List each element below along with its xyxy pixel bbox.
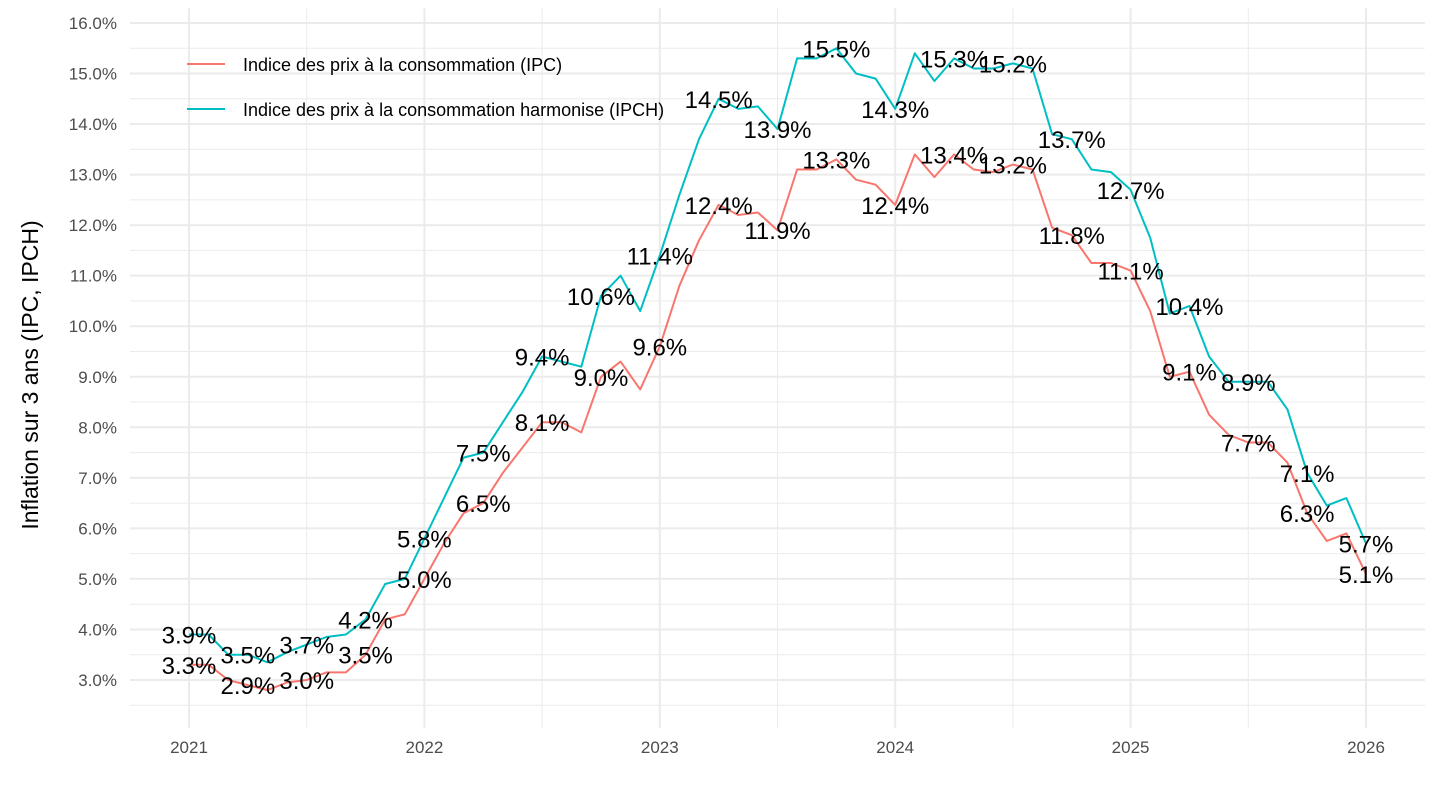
gridlines: [130, 8, 1425, 728]
ipc-data-label: 6.5%: [456, 491, 511, 518]
y-axis-ticks: 3.0% 4.0% 5.0% 6.0% 7.0% 8.0% 9.0% 10.0% 11.0% 12…: [69, 14, 117, 690]
y-tick-label: 12.0%: [69, 216, 117, 235]
ipch-data-label: 8.9%: [1221, 370, 1276, 397]
ipc-data-label: 11.1%: [1097, 259, 1163, 286]
ipch-data-label: 7.5%: [456, 441, 511, 468]
y-tick-label: 15.0%: [69, 65, 117, 84]
y-tick-label: 16.0%: [69, 14, 117, 33]
legend-label-ipc: Indice des prix à la consommation (IPC): [243, 55, 562, 75]
ipc-data-label: 7.7%: [1221, 430, 1276, 457]
x-tick-label: 2023: [641, 738, 679, 757]
ipc-line: [189, 153, 1367, 692]
y-tick-label: 11.0%: [70, 267, 117, 286]
ipch-data-label: 5.8%: [397, 526, 452, 553]
y-tick-label: 7.0%: [78, 469, 117, 488]
ipc-data-label: 13.4%: [920, 142, 988, 169]
ipc-data-label: 13.3%: [802, 147, 870, 174]
ipch-data-label: 13.9%: [743, 117, 811, 144]
ipch-data-label: 10.6%: [567, 284, 635, 311]
ipch-data-label: 3.9%: [162, 623, 217, 650]
x-tick-label: 2024: [876, 738, 914, 757]
y-tick-label: 13.0%: [69, 166, 117, 185]
y-tick-label: 6.0%: [78, 519, 117, 538]
y-tick-label: 8.0%: [78, 418, 117, 437]
ipc-data-label: 2.9%: [220, 673, 275, 700]
ipch-data-label: 3.5%: [220, 643, 275, 670]
ipch-data-label: 15.2%: [979, 51, 1047, 78]
ipc-data-label: 3.0%: [279, 668, 334, 695]
ipch-data-label: 14.5%: [685, 87, 753, 114]
ipc-data-label: 11.8%: [1039, 223, 1105, 250]
y-tick-label: 9.0%: [78, 368, 117, 387]
ipc-data-label: 13.2%: [979, 152, 1047, 179]
ipc-data-label: 5.0%: [397, 567, 452, 594]
ipch-data-label: 5.7%: [1339, 532, 1394, 559]
ipch-line: [189, 47, 1367, 664]
ipch-data-label: 3.7%: [279, 633, 334, 660]
ipch-data-label: 7.1%: [1280, 461, 1335, 488]
x-tick-label: 2026: [1347, 738, 1385, 757]
x-axis-ticks: 2021 2022 2023 2024 2025 2026: [170, 738, 1385, 757]
ipc-data-label: 9.1%: [1162, 360, 1217, 387]
ipch-data-label: 14.3%: [861, 97, 929, 124]
ipch-data-label: 10.4%: [1155, 294, 1223, 321]
ipch-data-label: 11.4%: [627, 243, 693, 270]
y-tick-label: 5.0%: [78, 570, 117, 589]
ipch-data-label: 12.7%: [1097, 178, 1165, 205]
y-axis-title: Inflation sur 3 ans (IPC, IPCH): [17, 220, 43, 529]
data-labels: 3.3%2.9% 3.0%3.5% 5.0% 6.5% 8.1%9.0%9.6% 12.4…: [162, 36, 1394, 700]
ipc-data-label: 12.4%: [861, 193, 929, 220]
ipc-data-label: 5.1%: [1339, 562, 1394, 589]
ipc-data-label: 3.5%: [338, 643, 393, 670]
ipc-data-label: 12.4%: [685, 193, 753, 220]
legend: Indice des prix à la consommation (IPC) …: [187, 55, 664, 120]
ipc-data-label: 11.9%: [744, 218, 810, 245]
y-tick-label: 3.0%: [78, 671, 117, 690]
ipch-data-label: 15.3%: [920, 46, 988, 73]
ipch-data-label: 15.5%: [802, 36, 870, 63]
ipch-data-label: 13.7%: [1038, 127, 1106, 154]
x-tick-label: 2022: [405, 738, 443, 757]
ipc-data-label: 9.0%: [574, 365, 629, 392]
y-tick-label: 4.0%: [78, 620, 117, 639]
x-tick-label: 2021: [170, 738, 208, 757]
ipch-data-label: 4.2%: [338, 607, 393, 634]
ipch-data-label: 9.4%: [515, 345, 570, 372]
ipc-data-label: 6.3%: [1280, 501, 1335, 528]
y-tick-label: 10.0%: [69, 317, 117, 336]
x-tick-label: 2025: [1112, 738, 1150, 757]
y-tick-label: 14.0%: [69, 115, 117, 134]
legend-label-ipch: Indice des prix à la consommation harmon…: [243, 100, 664, 120]
ipc-data-label: 3.3%: [162, 653, 217, 680]
ipc-data-label: 9.6%: [632, 334, 687, 361]
series-lines: [189, 47, 1367, 692]
ipc-data-label: 8.1%: [515, 410, 570, 437]
